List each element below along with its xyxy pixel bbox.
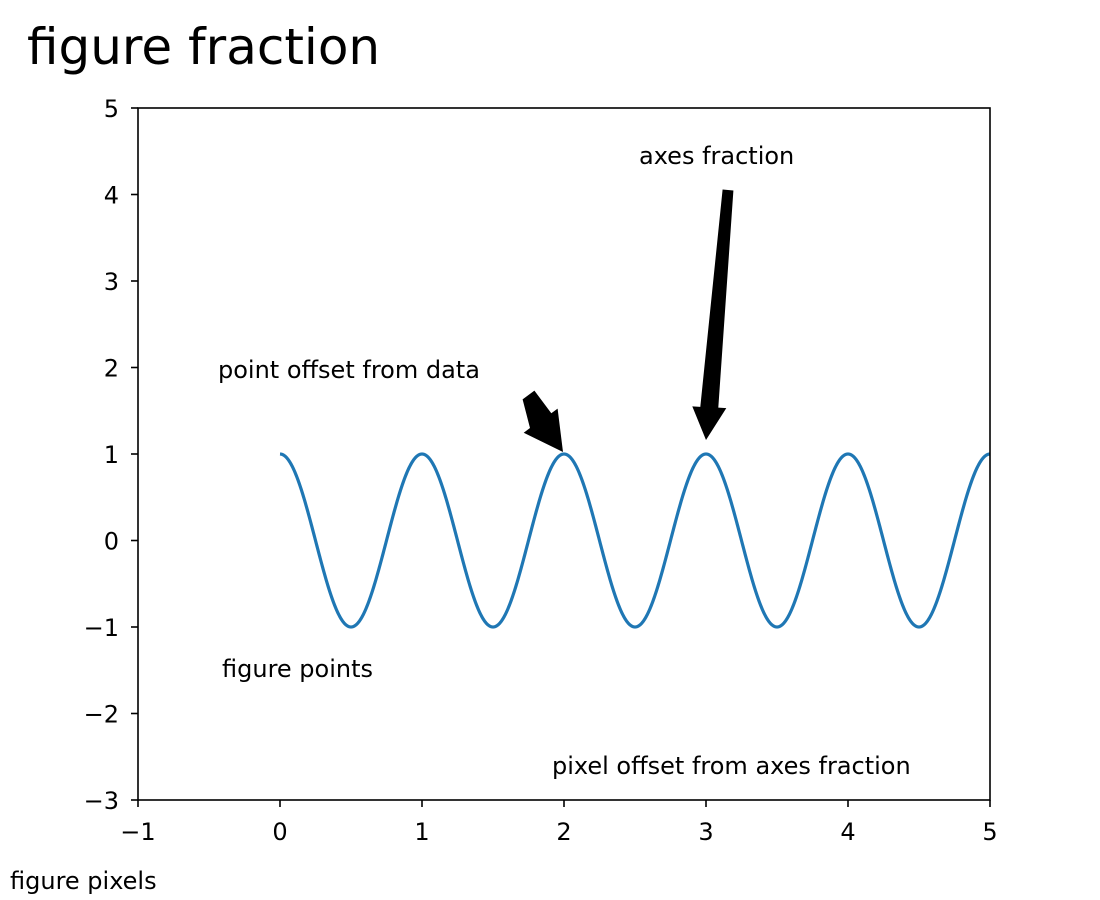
- axes-fraction-label: axes fraction: [639, 142, 794, 170]
- y-tick-label: −3: [84, 787, 119, 815]
- figure-pixels-label: figure pixels: [10, 867, 157, 895]
- series-layer: [279, 452, 991, 629]
- x-tick-label: 5: [982, 818, 997, 846]
- y-tick-label: 1: [104, 441, 119, 469]
- y-axis-ticks: −3 −2 −1 0 1 2 3 4 5: [84, 95, 138, 815]
- x-axis-ticks: −1 0 1 2 3 4 5: [120, 800, 998, 846]
- figure-title: figure fraction: [27, 18, 380, 76]
- x-tick-label: 1: [414, 818, 429, 846]
- y-tick-label: 5: [104, 95, 119, 123]
- x-tick-label: 2: [556, 818, 571, 846]
- axes-fraction-arrow: [692, 189, 734, 440]
- pixel-offset-label: pixel offset from axes fraction: [552, 752, 911, 780]
- x-tick-label: 3: [698, 818, 713, 846]
- x-tick-label: 0: [272, 818, 287, 846]
- series-line-0: [279, 452, 991, 629]
- x-tick-label: −1: [120, 818, 155, 846]
- y-tick-label: 2: [104, 355, 119, 383]
- point-offset-label: point offset from data: [218, 356, 480, 384]
- y-tick-label: 4: [104, 182, 119, 210]
- y-tick-label: −1: [84, 614, 119, 642]
- point-offset-arrow: [522, 390, 563, 452]
- figure-points-label: figure points: [222, 655, 373, 683]
- y-tick-label: 0: [104, 528, 119, 556]
- x-tick-label: 4: [840, 818, 855, 846]
- y-tick-label: −2: [84, 701, 119, 729]
- y-tick-label: 3: [104, 268, 119, 296]
